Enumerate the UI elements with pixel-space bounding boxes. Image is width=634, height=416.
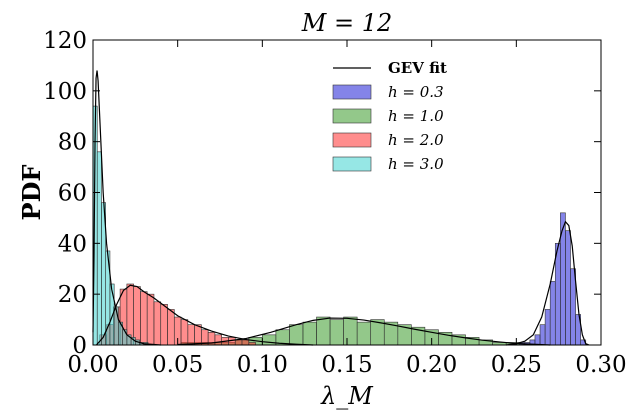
- bar-series2-bin14: [194, 324, 202, 346]
- axis-ticks: 0.00 0.05 0.10 0.15 0.20 0.25 0.30 0 20 40 60 80 100…: [43, 28, 627, 378]
- bar-series2-bin5: [133, 286, 141, 346]
- bar-series2-bin13: [187, 324, 195, 346]
- chart-title: M = 12: [301, 9, 392, 37]
- legend: GEV fit h = 0.3 h = 1.0 h = 2.0 h = 3.0: [332, 59, 447, 173]
- bar-series2-bin20: [234, 339, 243, 346]
- legend-fit-label: GEV fit: [388, 59, 447, 77]
- bar-series2-bin8: [153, 301, 162, 346]
- legend-swatch-series2: [332, 132, 372, 148]
- x-axis-title: λ_M: [320, 382, 374, 410]
- gev-fit-line-series0: [506, 220, 590, 346]
- bar-series0-bin9: [565, 230, 571, 346]
- bar-series1-bin12: [343, 316, 358, 346]
- bar-series2-bin7: [146, 293, 155, 346]
- y-tick-label: 0: [72, 333, 87, 359]
- bar-series2-bin10: [167, 309, 175, 346]
- bar-series0-bin6: [549, 281, 556, 346]
- x-tick-label: 0.30: [575, 352, 626, 378]
- x-tick-label: 0.00: [67, 352, 118, 378]
- bar-series3-bin1: [96, 151, 102, 346]
- legend-label-series0: h = 0.3: [388, 83, 444, 101]
- bar-series2-bin6: [140, 291, 148, 346]
- y-tick-label: 60: [58, 181, 87, 207]
- x-tick-label: 0.15: [321, 352, 372, 378]
- bar-series0-bin3: [534, 334, 541, 346]
- x-tick-label: 0.05: [152, 352, 203, 378]
- y-axis-title: PDF: [17, 165, 46, 221]
- legend-label-series2: h = 2.0: [388, 131, 444, 149]
- bar-series2-bin21: [241, 339, 250, 346]
- x-tick-label: 0.20: [406, 352, 457, 378]
- legend-swatch-series1: [332, 108, 372, 124]
- legend-swatch-series0: [332, 84, 372, 100]
- bar-series0-bin7: [554, 243, 561, 346]
- bar-series1-bin13: [356, 321, 372, 346]
- y-tick-label: 120: [43, 28, 87, 54]
- bar-series2-bin12: [180, 319, 189, 346]
- bar-series1-bin8: [289, 324, 304, 346]
- bar-series0-bin4: [539, 324, 546, 346]
- y-tick-label: 80: [58, 130, 87, 156]
- bar-series2-bin17: [214, 334, 222, 346]
- gev-fit-line-series1: [177, 317, 551, 346]
- gev-fit-line-series3: [92, 70, 161, 346]
- legend-label-series1: h = 1.0: [388, 107, 444, 125]
- y-tick-label: 20: [58, 282, 87, 308]
- y-tick-label: 100: [43, 79, 87, 105]
- bar-series0-bin10: [570, 268, 576, 346]
- x-tick-label: 0.25: [491, 352, 542, 378]
- x-tick-label: 0.10: [237, 352, 288, 378]
- bar-series1-bin9: [302, 321, 317, 346]
- legend-swatch-series3: [332, 156, 372, 172]
- legend-label-series3: h = 3.0: [388, 155, 444, 173]
- bar-series2-bin9: [160, 304, 168, 346]
- bar-series1-bin10: [316, 316, 331, 346]
- bar-series1-bin6: [262, 334, 277, 346]
- bar-series0-bin5: [544, 309, 551, 346]
- y-tick-label: 40: [58, 231, 87, 257]
- bar-series1-bin11: [329, 319, 344, 346]
